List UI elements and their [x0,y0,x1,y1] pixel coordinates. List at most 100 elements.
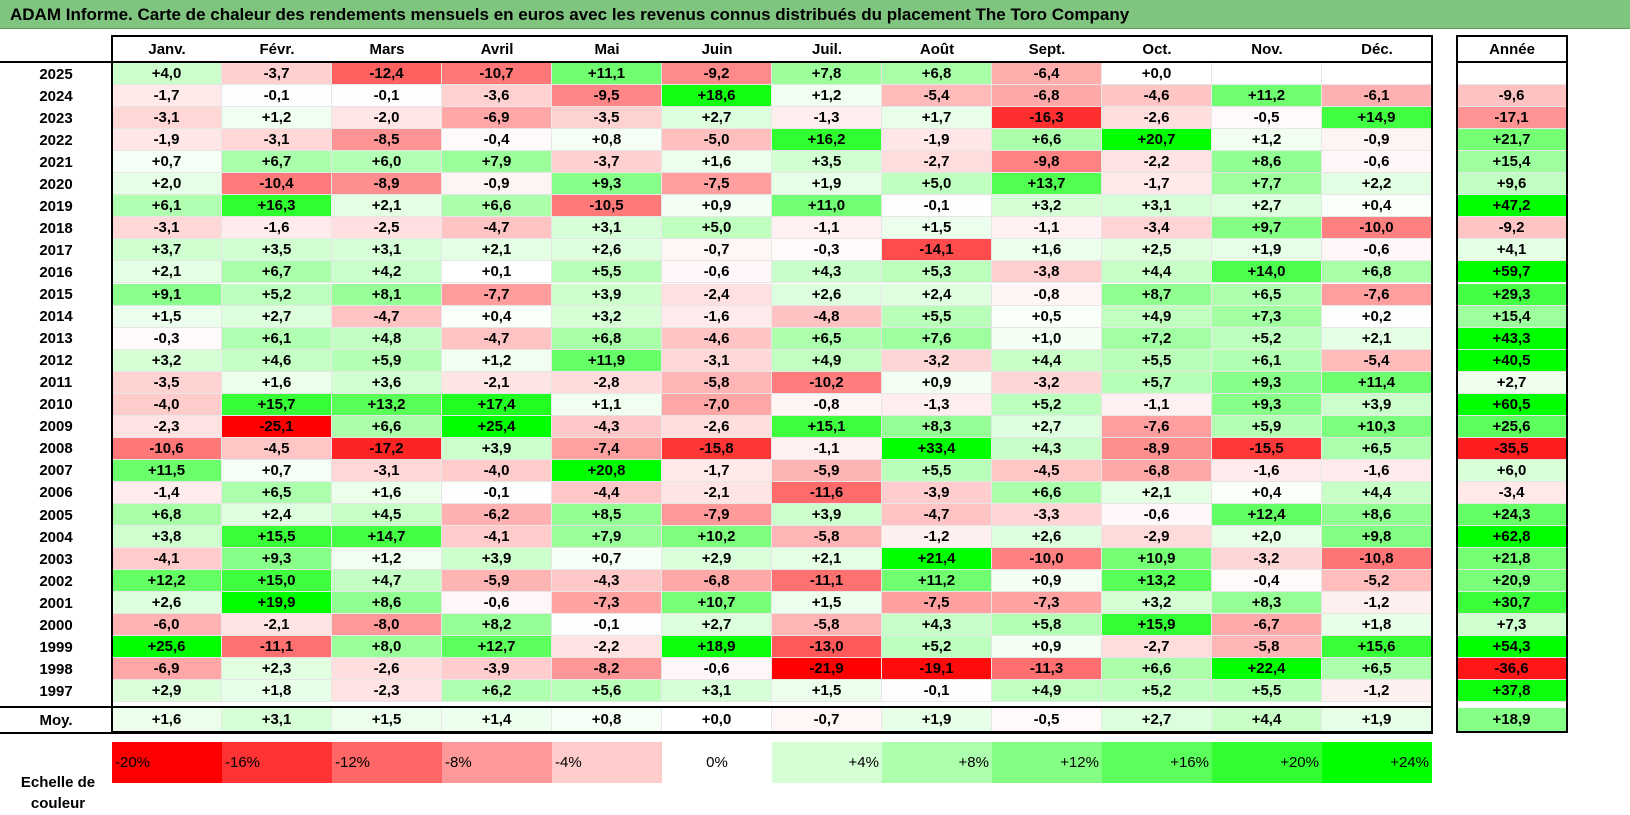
heatmap-cell: -5,8 [1212,636,1322,659]
heatmap-cell: -3,3 [992,504,1102,527]
heatmap-cell: +3,1 [662,680,772,703]
average-cell: -0,7 [772,708,882,732]
heatmap-cell: -3,2 [1212,548,1322,571]
heatmap-cell: +16,3 [222,195,332,218]
heatmap-cell: +5,8 [992,614,1102,637]
heatmap-cell: +20,7 [1102,129,1212,152]
heatmap-cell: +3,2 [552,305,662,328]
heatmap-cell: +5,2 [992,393,1102,416]
heatmap-cell: +3,9 [442,437,552,460]
column-header: Avril [480,40,514,58]
heatmap-cell: +6,5 [222,481,332,504]
heatmap-cell: +3,8 [112,526,222,549]
heatmap-cell: +9,1 [112,283,222,306]
average-cell: +1,6 [112,708,222,732]
heatmap-cell: +1,8 [1322,614,1432,637]
heatmap-cell: +5,0 [662,217,772,240]
heatmap-cell: +4,3 [992,437,1102,460]
heatmap-cell: +7,6 [882,327,992,350]
average-cell: +1,9 [882,708,992,732]
heatmap-cell: +7,3 [1212,305,1322,328]
heatmap-cell: +4,4 [1322,481,1432,504]
heatmap-cell: -8,5 [332,129,442,152]
heatmap-cell: +3,9 [442,548,552,571]
heatmap-cell: -3,5 [112,371,222,394]
heatmap-cell: +6,7 [222,261,332,284]
heatmap-cell: +22,4 [1212,658,1322,681]
heatmap-cell: +6,0 [332,151,442,174]
column-header: Août [919,40,955,58]
heatmap-cell: +1,8 [222,680,332,703]
heatmap-cell: +5,7 [1102,371,1212,394]
heatmap-cell: -10,8 [1322,548,1432,571]
heatmap-cell: -4,3 [552,415,662,438]
heatmap-cell: +3,1 [332,239,442,262]
heatmap-cell: +9,7 [1212,217,1322,240]
heatmap-cell: +2,2 [1322,173,1432,196]
heatmap-cell: +4,9 [772,349,882,372]
heatmap-cell: -7,6 [1102,415,1212,438]
heatmap-cell: +6,6 [992,481,1102,504]
heatmap-cell: -0,6 [662,658,772,681]
heatmap-cell: -5,8 [772,614,882,637]
heatmap-cell: -5,0 [662,129,772,152]
heatmap-cell: -10,6 [112,437,222,460]
year-label: 2000 [39,616,73,634]
heatmap-cell: +1,2 [332,548,442,571]
heatmap-cell: +6,1 [222,327,332,350]
heatmap-cell: +4,4 [1102,261,1212,284]
heatmap-cell: +2,1 [112,261,222,284]
heatmap-cell: -0,6 [1322,239,1432,262]
heatmap-cell: +8,7 [1102,283,1212,306]
color-scale-swatch: -12% [332,742,442,783]
heatmap-cell: +7,8 [772,63,882,86]
annual-cell [1457,63,1567,86]
heatmap-cell: +0,7 [222,459,332,482]
heatmap-cell: -1,9 [112,129,222,152]
color-scale-swatch: +8% [882,742,992,783]
year-label: 2016 [39,263,73,281]
heatmap-cell: -11,1 [772,570,882,593]
heatmap-cell: -2,9 [1102,526,1212,549]
heatmap-cell: -0,6 [1322,151,1432,174]
heatmap-cell: -5,8 [662,371,772,394]
heatmap-cell: +9,3 [1212,371,1322,394]
heatmap-cell: -0,1 [882,195,992,218]
heatmap-cell: +2,4 [882,283,992,306]
heatmap-cell: -4,1 [112,548,222,571]
heatmap-cell: +11,2 [1212,85,1322,108]
color-scale-swatch: +20% [1212,742,1322,783]
heatmap-cell: -5,2 [1322,570,1432,593]
heatmap-cell: -1,7 [112,85,222,108]
heatmap-cell: +3,6 [332,371,442,394]
heatmap-cell: -6,1 [1322,85,1432,108]
heatmap-cell: +0,4 [1212,481,1322,504]
heatmap-cell: +20,8 [552,459,662,482]
heatmap-cell: -2,0 [332,107,442,130]
heatmap-cell: +2,1 [332,195,442,218]
year-label: 2023 [39,109,73,127]
heatmap-cell: -7,3 [552,592,662,615]
heatmap-cell: -0,6 [662,261,772,284]
heatmap-cell: -0,3 [772,239,882,262]
year-label: 2013 [39,330,73,348]
heatmap-cell: -3,1 [112,107,222,130]
heatmap-cell: -6,8 [1102,459,1212,482]
heatmap-cell: -1,4 [112,481,222,504]
year-label: 2004 [39,528,73,546]
annual-cell: +43,3 [1457,327,1567,350]
heatmap-cell: -1,2 [1322,680,1432,703]
heatmap-cell: +3,9 [772,504,882,527]
heatmap-cell: +0,4 [442,305,552,328]
annual-cell: +2,7 [1457,371,1567,394]
heatmap-cell: -4,1 [442,526,552,549]
heatmap-cell: -1,6 [1212,459,1322,482]
heatmap-cell: -3,1 [662,349,772,372]
annual-cell: -3,4 [1457,481,1567,504]
year-label: 2024 [39,87,73,105]
heatmap-cell: +9,3 [222,548,332,571]
heatmap-cell: +6,6 [1102,658,1212,681]
heatmap-cell: +15,9 [1102,614,1212,637]
heatmap-cell: -4,0 [442,459,552,482]
heatmap-cell: +19,9 [222,592,332,615]
